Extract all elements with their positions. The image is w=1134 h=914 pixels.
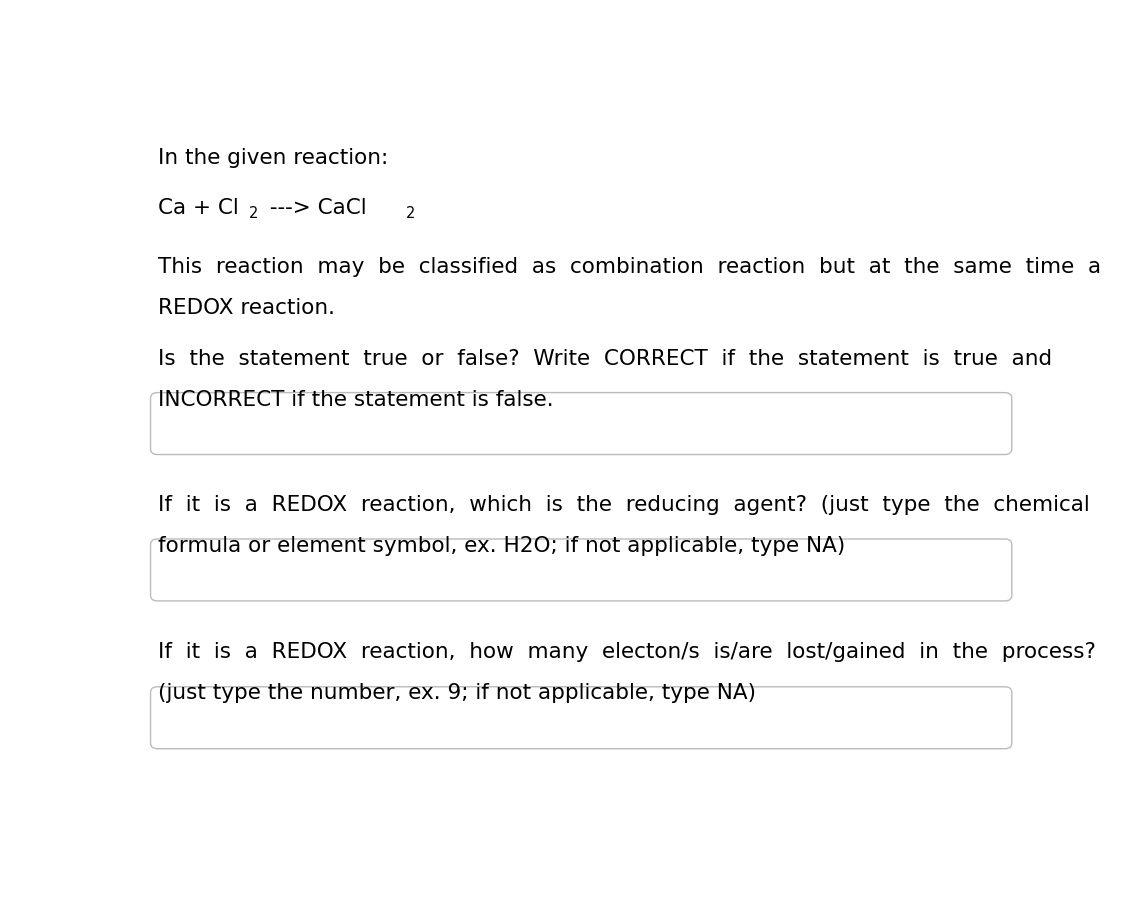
FancyBboxPatch shape [151,539,1012,600]
Text: REDOX reaction.: REDOX reaction. [158,298,335,318]
Text: INCORRECT if the statement is false.: INCORRECT if the statement is false. [158,389,553,409]
Text: 2: 2 [249,206,259,221]
Text: Ca + Cl: Ca + Cl [158,197,238,218]
Text: In the given reaction:: In the given reaction: [158,148,388,168]
Text: ---> CaCl: ---> CaCl [263,197,366,218]
Text: 2: 2 [406,206,416,221]
Text: formula or element symbol, ex. H2O; if not applicable, type NA): formula or element symbol, ex. H2O; if n… [158,537,845,557]
FancyBboxPatch shape [151,393,1012,454]
Text: Is  the  statement  true  or  false?  Write  CORRECT  if  the  statement  is  tr: Is the statement true or false? Write CO… [158,349,1051,369]
Text: This  reaction  may  be  classified  as  combination  reaction  but  at  the  sa: This reaction may be classified as combi… [158,258,1101,278]
Text: (just type the number, ex. 9; if not applicable, type NA): (just type the number, ex. 9; if not app… [158,683,755,703]
Text: If  it  is  a  REDOX  reaction,  which  is  the  reducing  agent?  (just  type  : If it is a REDOX reaction, which is the … [158,495,1090,515]
FancyBboxPatch shape [151,686,1012,749]
Text: If  it  is  a  REDOX  reaction,  how  many  electon/s  is/are  lost/gained  in  : If it is a REDOX reaction, how many elec… [158,642,1095,662]
